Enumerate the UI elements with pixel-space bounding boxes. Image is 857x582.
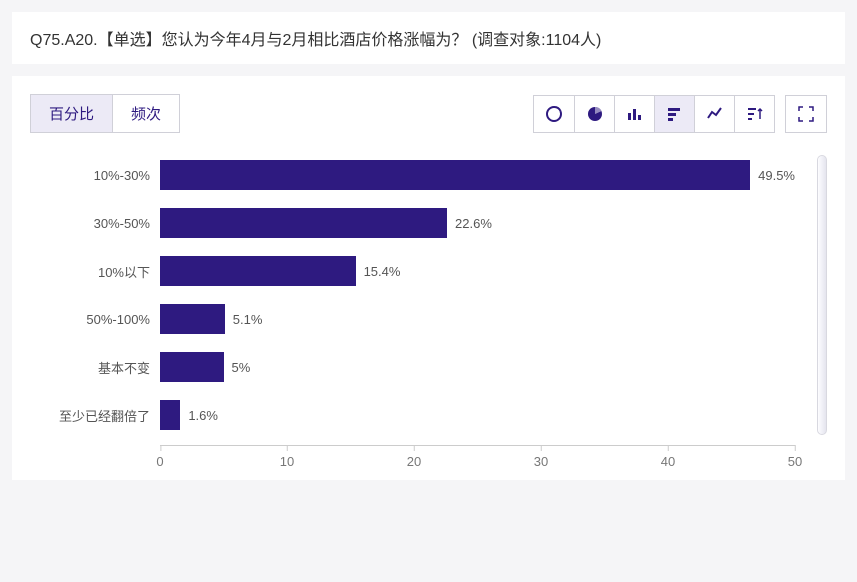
bar-track: 15.4%: [160, 256, 795, 286]
vertical-scrollbar[interactable]: [817, 155, 827, 435]
bar-fill[interactable]: [160, 400, 180, 430]
axis-tick: 20: [407, 454, 421, 469]
bar-category-label: 30%-50%: [30, 216, 160, 231]
bar-fill[interactable]: [160, 352, 224, 382]
bar-row: 50%-100% 5.1%: [30, 295, 795, 343]
line-chart-icon[interactable]: [694, 96, 734, 132]
question-title: Q75.A20.【单选】您认为今年4月与2月相比酒店价格涨幅为？ (调查对象:1…: [12, 12, 845, 64]
bar-row: 30%-50% 22.6%: [30, 199, 795, 247]
page-root: Q75.A20.【单选】您认为今年4月与2月相比酒店价格涨幅为？ (调查对象:1…: [0, 0, 857, 492]
axis-tick: 40: [661, 454, 675, 469]
bar-fill[interactable]: [160, 160, 750, 190]
axis-tick: 0: [156, 454, 163, 469]
axis-tick: 50: [788, 454, 802, 469]
bar-value-label: 5.1%: [233, 312, 263, 327]
fullscreen-icon[interactable]: [786, 96, 826, 132]
chart-container: 10%-30% 49.5% 30%-50% 22.6% 10%以下 15.4% 50%-10…: [30, 151, 827, 470]
bar-category-label: 50%-100%: [30, 312, 160, 327]
chart-plot-area: 10%-30% 49.5% 30%-50% 22.6% 10%以下 15.4% 50%-10…: [30, 151, 811, 470]
view-segments: 百分比 频次: [30, 94, 180, 133]
axis-tick: 10: [280, 454, 294, 469]
bar-category-label: 基本不变: [30, 358, 160, 377]
bar-category-label: 10%以下: [30, 262, 160, 281]
bar-fill[interactable]: [160, 256, 356, 286]
bar-value-label: 22.6%: [455, 216, 492, 231]
bar-value-label: 49.5%: [758, 168, 795, 183]
sort-icon[interactable]: [734, 96, 774, 132]
bar-category-label: 10%-30%: [30, 168, 160, 183]
bar-category-label: 至少已经翻倍了: [30, 406, 160, 425]
bar-track: 49.5%: [160, 160, 795, 190]
toolbar: 百分比 频次: [30, 94, 827, 133]
chart-type-controls: [533, 95, 827, 133]
bar-value-label: 1.6%: [188, 408, 218, 423]
bar-value-label: 15.4%: [364, 264, 401, 279]
bar-track: 1.6%: [160, 400, 795, 430]
x-axis: 01020304050: [30, 445, 795, 470]
segment-count[interactable]: 频次: [113, 95, 179, 132]
column-chart-icon[interactable]: [614, 96, 654, 132]
segment-percent[interactable]: 百分比: [31, 95, 113, 132]
bar-track: 22.6%: [160, 208, 795, 238]
chart-card: 百分比 频次: [12, 76, 845, 480]
bar-fill[interactable]: [160, 304, 225, 334]
bar-row: 10%-30% 49.5%: [30, 151, 795, 199]
donut-chart-icon[interactable]: [534, 96, 574, 132]
bar-value-label: 5%: [232, 360, 251, 375]
axis-tick: 30: [534, 454, 548, 469]
bar-row: 基本不变 5%: [30, 343, 795, 391]
bar-chart-icon[interactable]: [654, 96, 694, 132]
chart-type-group: [533, 95, 775, 133]
bar-track: 5%: [160, 352, 795, 382]
bar-row: 10%以下 15.4%: [30, 247, 795, 295]
bar-track: 5.1%: [160, 304, 795, 334]
bar-fill[interactable]: [160, 208, 447, 238]
scrollbar-thumb[interactable]: [818, 156, 826, 434]
pie-chart-icon[interactable]: [574, 96, 614, 132]
fullscreen-group: [785, 95, 827, 133]
bar-row: 至少已经翻倍了 1.6%: [30, 391, 795, 439]
